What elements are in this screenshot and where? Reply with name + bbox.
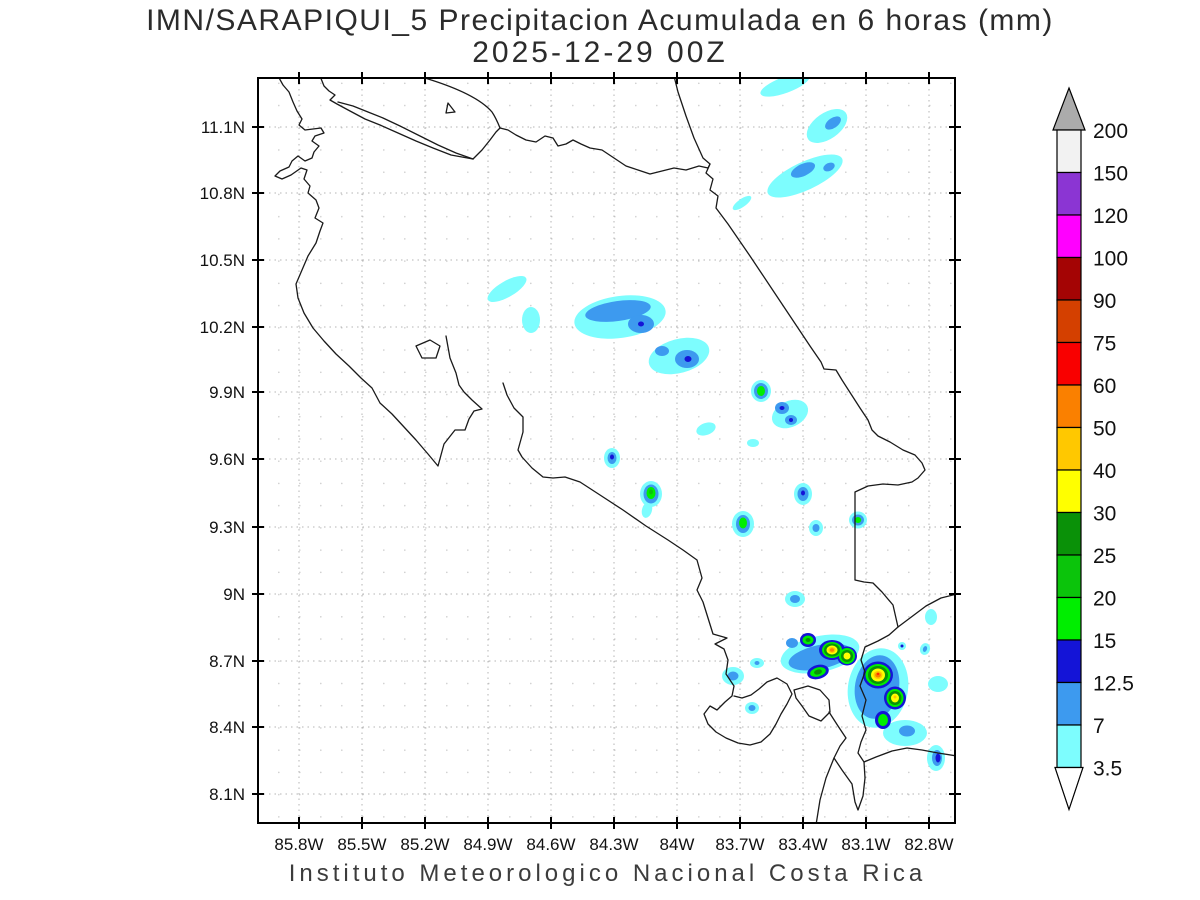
- colorbar-level-label: 7: [1093, 715, 1105, 738]
- lon-tick-label: 83.1W: [841, 835, 890, 854]
- colorbar-level-label: 20: [1093, 588, 1116, 611]
- colorbar-level-label: 12.5: [1093, 673, 1134, 696]
- figure-subtitle: 2025-12-29 00Z: [472, 36, 728, 69]
- colorbar-level-label: 60: [1093, 375, 1116, 398]
- lat-tick-label: 9.9N: [209, 383, 245, 402]
- colorbar-level-label: 30: [1093, 503, 1116, 526]
- lon-tick-label: 82.8W: [904, 835, 953, 854]
- lon-tick-label: 84.9W: [463, 835, 512, 854]
- lat-tick-label: 10.8N: [200, 184, 245, 203]
- lat-tick-label: 9.6N: [209, 450, 245, 469]
- map-plot: 85.8W 85.5W 85.2W 84.9W 84.6W 84.3W 84W 83.7W 83…: [200, 72, 961, 854]
- lat-tick-label: 9N: [223, 585, 245, 604]
- colorbar-level-label: 40: [1093, 460, 1116, 483]
- grid-lines: [258, 78, 955, 823]
- lat-tick-label: 10.5N: [200, 251, 245, 270]
- colorbar-level-label: 75: [1093, 333, 1116, 356]
- lon-tick-label: 84W: [660, 835, 695, 854]
- plot-border: [257, 77, 956, 824]
- lon-tick-label: 83.7W: [715, 835, 764, 854]
- lat-tick-label: 8.4N: [209, 718, 245, 737]
- colorbar-level-label: 50: [1093, 418, 1116, 441]
- lon-tick-label: 84.6W: [526, 835, 575, 854]
- colorbar-level-label: 90: [1093, 290, 1116, 313]
- axis-labels: 85.8W 85.5W 85.2W 84.9W 84.6W 84.3W 84W 83.7W 83…: [200, 118, 954, 854]
- colorbar-level-label: 3.5: [1093, 758, 1122, 781]
- colorbar-level-label: 100: [1093, 248, 1128, 271]
- colorbar-level-label: 200: [1093, 120, 1128, 143]
- lon-tick-label: 85.2W: [400, 835, 449, 854]
- lat-tick-label: 8.1N: [209, 785, 245, 804]
- footer-caption: Instituto Meteorologico Nacional Costa R…: [288, 860, 927, 887]
- lon-tick-label: 84.3W: [589, 835, 638, 854]
- costa-rica-coastline: [274, 78, 955, 823]
- colorbar-legend: 200 150 120 100 90 75 60 50 40 30 25 20 15 12.5 7 3.5: [1052, 86, 1134, 812]
- lat-tick-label: 11.1N: [201, 118, 245, 137]
- colorbar-level-label: 25: [1093, 545, 1116, 568]
- lat-tick-label: 8.7N: [209, 652, 245, 671]
- precipitation-shading: [487, 78, 948, 771]
- colorbar-level-label: 120: [1093, 205, 1128, 228]
- lat-tick-label: 10.2N: [200, 318, 245, 337]
- colorbar-level-label: 15: [1093, 630, 1116, 653]
- minor-grid-dots: [258, 78, 955, 823]
- lon-tick-label: 85.8W: [274, 835, 323, 854]
- lon-tick-label: 85.5W: [337, 835, 386, 854]
- colorbar-level-label: 150: [1093, 163, 1128, 186]
- lon-tick-label: 83.4W: [778, 835, 827, 854]
- lat-tick-label: 9.3N: [209, 518, 245, 537]
- figure-title: IMN/SARAPIQUI_5 Precipitacion Acumulada …: [146, 4, 1054, 37]
